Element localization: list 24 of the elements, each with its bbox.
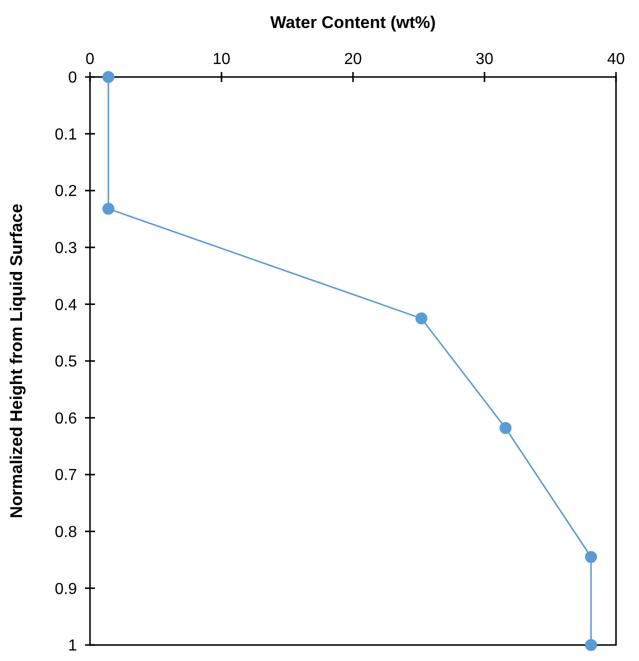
point (585, 550, 598, 563)
y-tick-label: 0.8 (54, 524, 78, 541)
y-axis-title: Normalized Height from Liquid Surface (7, 204, 26, 518)
point (102, 71, 114, 83)
point (585, 639, 598, 651)
y-tick-label: 0 (68, 70, 78, 87)
point (500, 422, 512, 434)
x-tick-label: 30 (476, 51, 494, 68)
x-tick-label: 0 (86, 51, 95, 68)
x-tick-label: 10 (212, 51, 230, 68)
y-tick-label: 0.1 (54, 126, 78, 144)
y-tick-label: 0.7 (54, 467, 78, 484)
y-tick-label: 1 (68, 638, 78, 655)
y-tick-label: 0.2 (54, 183, 78, 200)
y-tick-label: 0.5 (54, 354, 78, 371)
point (415, 312, 428, 324)
point (102, 202, 114, 215)
y-tick-label: 0.3 (54, 240, 78, 257)
y-tick-label: 0.9 (54, 580, 78, 598)
y-tick-label: 0.6 (54, 410, 78, 428)
x-tick-label: 20 (344, 51, 362, 68)
y-tick-label: 0.4 (54, 296, 78, 314)
x-tick-label: 40 (607, 51, 625, 68)
x-axis-title: Water Content (wt%) (270, 13, 436, 32)
